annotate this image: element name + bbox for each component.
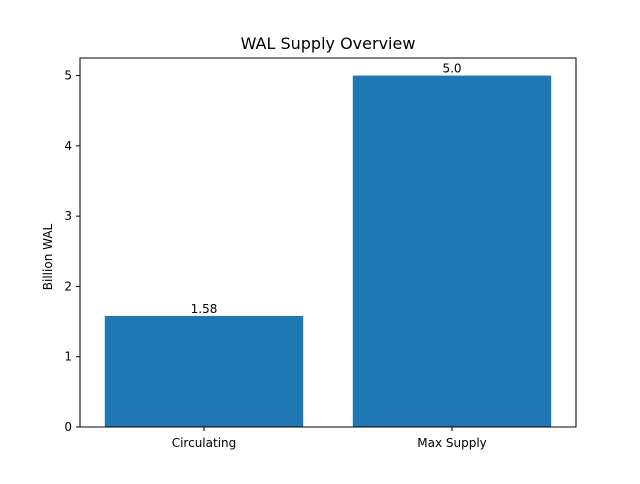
y-tick-label: 3 [64,209,72,223]
x-tick-label: Max Supply [417,436,487,450]
y-tick-label: 4 [64,139,72,153]
bar-circulating [104,315,304,427]
y-tick-label: 1 [64,350,72,364]
y-tick-label: 0 [64,420,72,434]
plot-area: 1.58 5.0 0 1 2 3 4 5 Circulating Max Supply [64,57,577,450]
axes-frame [79,57,577,428]
bar-value-label: 5.0 [442,62,461,76]
y-axis-label: Billion WAL [41,223,55,290]
x-tick-label: Circulating [172,436,237,450]
chart-title: WAL Supply Overview [241,34,416,53]
y-tick-label: 5 [64,69,72,83]
bar-max-supply [352,75,552,428]
bar-value-label: 1.58 [191,302,218,316]
y-tick-label: 2 [64,279,72,293]
